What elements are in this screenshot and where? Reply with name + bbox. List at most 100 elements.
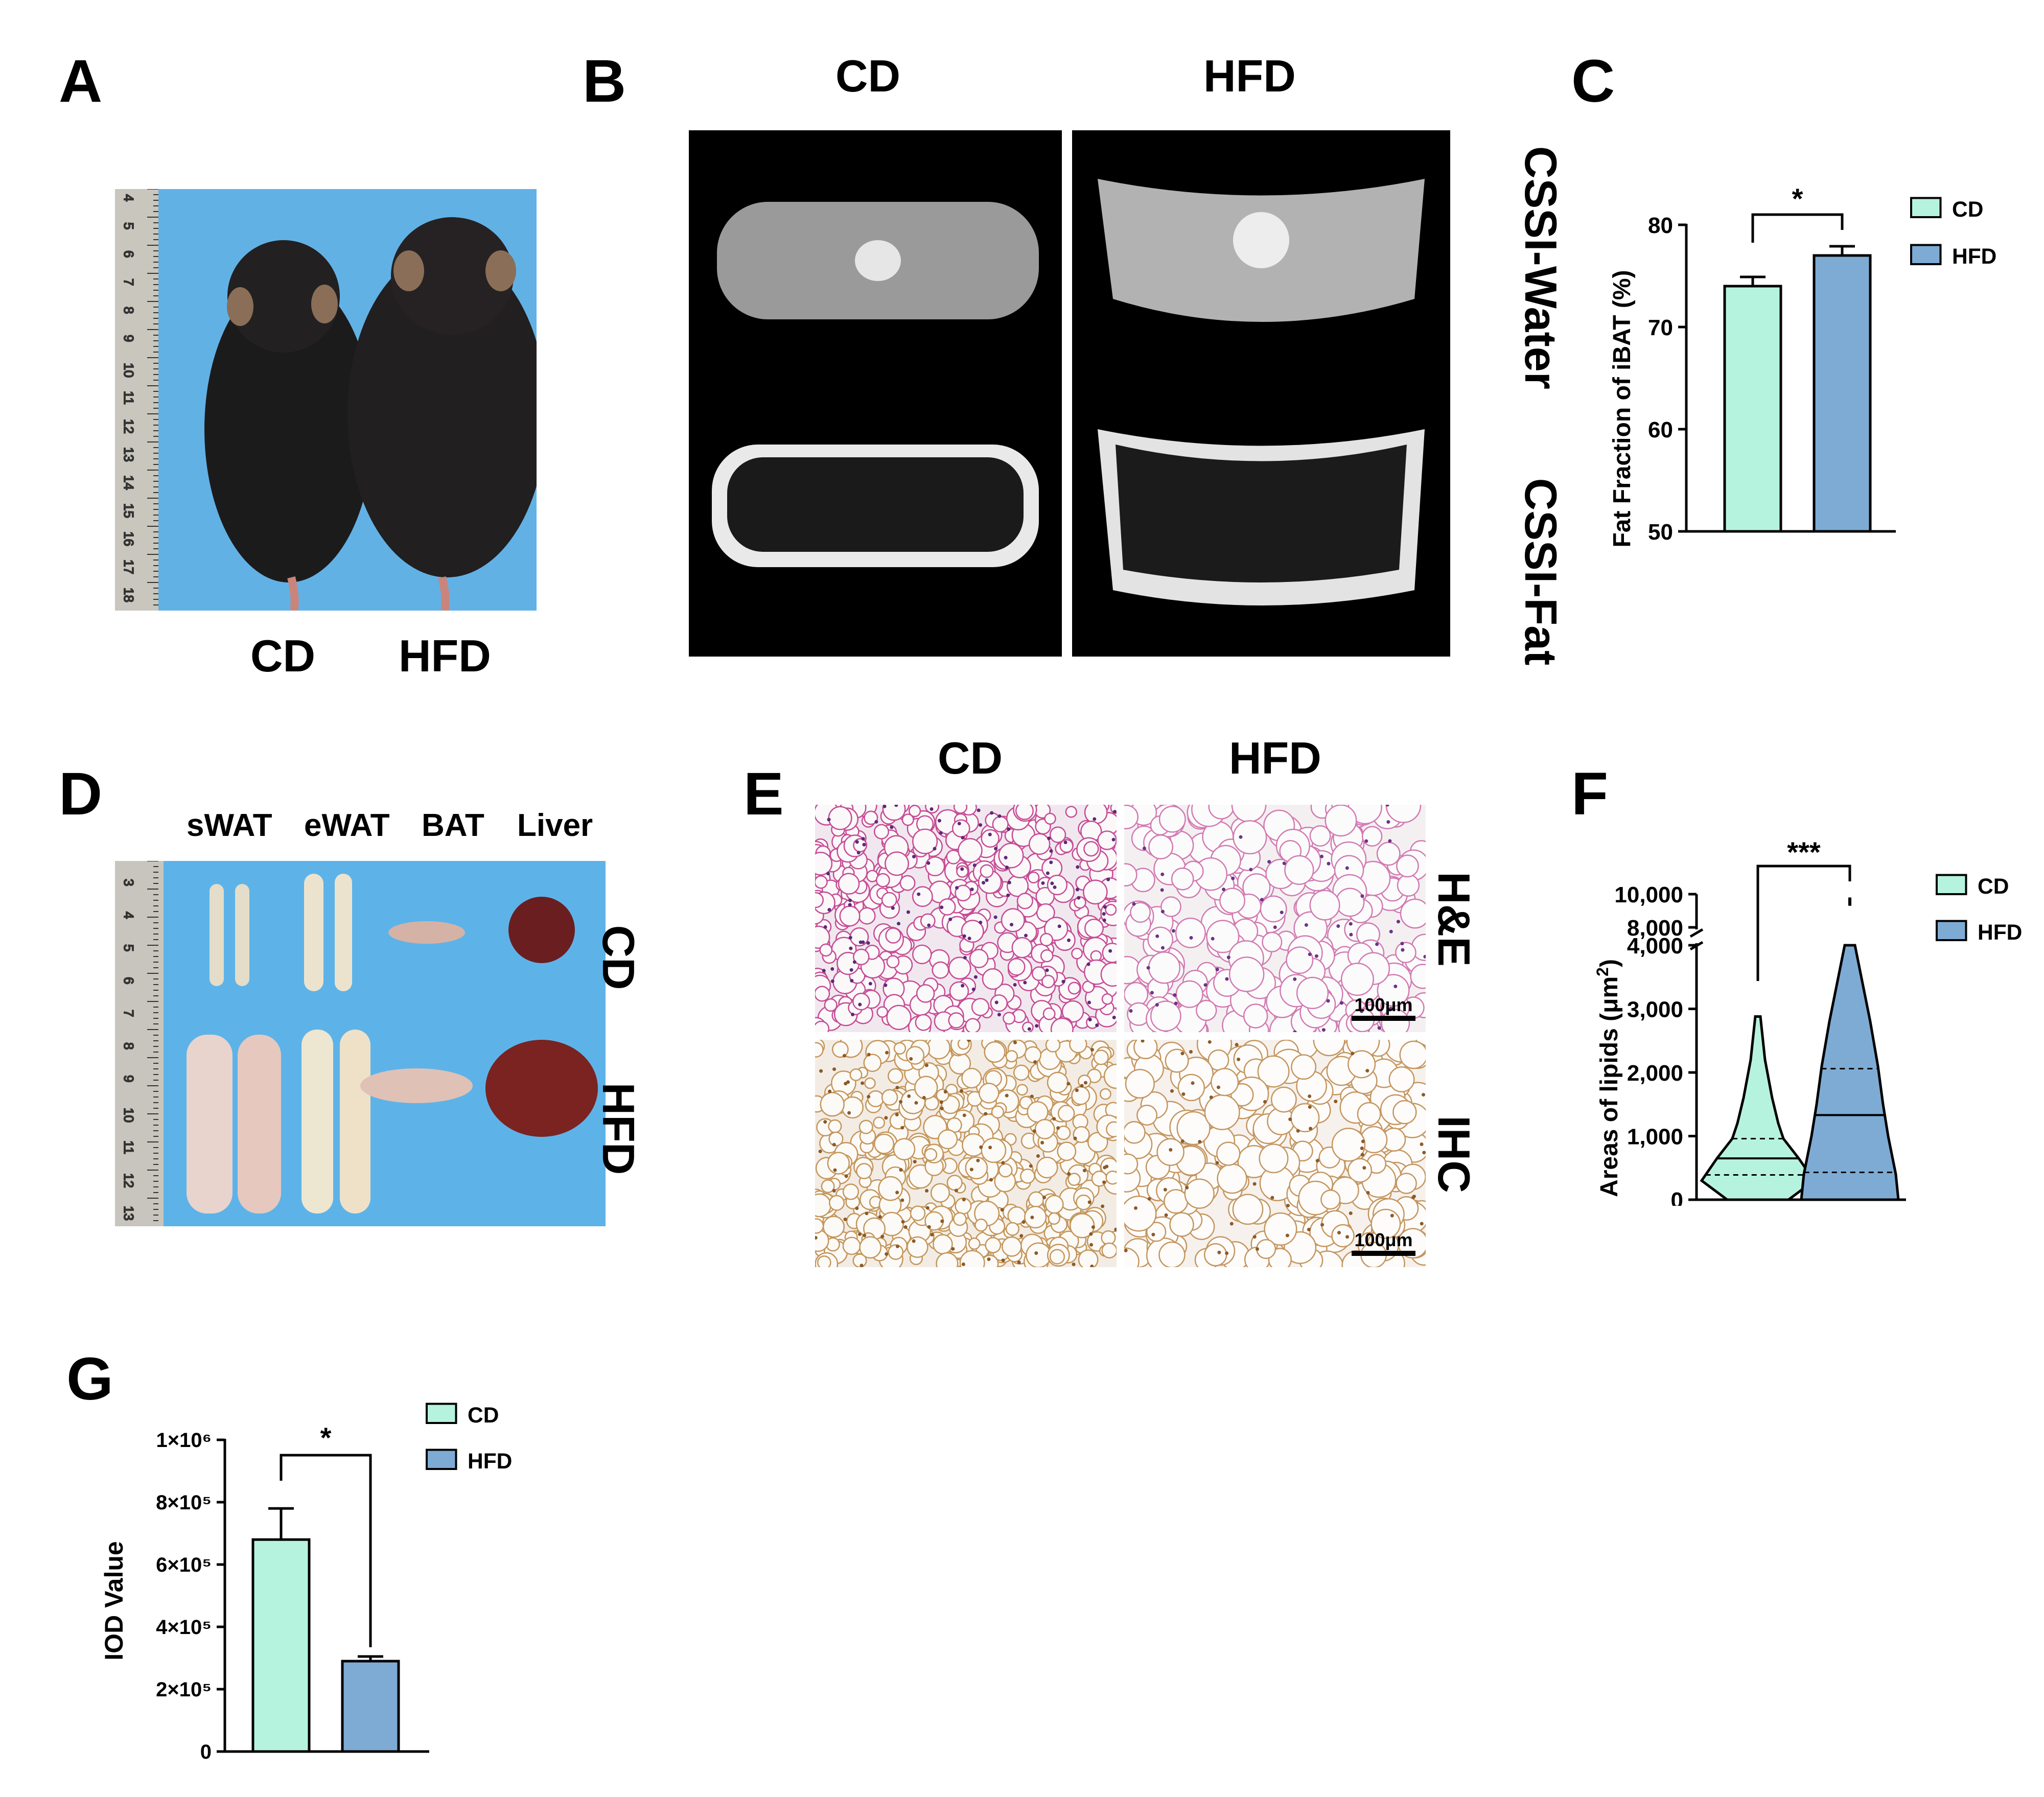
ruler-number-10: 10	[121, 1108, 136, 1123]
panel-letter-e: E	[744, 760, 784, 828]
legend-label-cd: CD	[1978, 875, 2009, 899]
ruler-number-17: 17	[121, 559, 136, 574]
y-axis-label: Fat Fraction of iBAT (%)	[1609, 270, 1636, 547]
ruler-number-7: 7	[121, 1010, 136, 1017]
significance-bracket	[280, 1454, 372, 1647]
ruler-number-13: 13	[121, 1206, 136, 1221]
significance-marker: *	[320, 1421, 332, 1454]
label-a-hfd: HFD	[399, 631, 491, 681]
ruler-number-8: 8	[121, 1042, 136, 1049]
ruler-number-10: 10	[121, 363, 136, 378]
ruler-number-16: 16	[121, 531, 136, 546]
legend-label-hfd: HFD	[1952, 245, 1996, 269]
mri-panel	[689, 130, 1450, 657]
y-axis-label: Areas of lipids (μm2)	[1593, 959, 1623, 1197]
label-b-fat: CSSI-Fat	[1516, 478, 1566, 666]
mice-photo: 4 5 6 7 8 9 10 11 12 13 14 15 16 17 18	[115, 189, 537, 611]
y-tick-label: 70	[1648, 315, 1673, 340]
label-d-ewat: eWAT	[304, 808, 390, 843]
panel-letter-a: A	[59, 48, 103, 115]
significance-bracket	[1751, 213, 1844, 243]
ruler-number-15: 15	[121, 503, 136, 518]
panel-letter-b: B	[583, 48, 626, 115]
panel-letter-d: D	[59, 760, 103, 828]
ruler-number-5: 5	[121, 222, 136, 229]
bar-cd	[251, 1538, 311, 1753]
y-tick-label: 8,000	[1627, 916, 1683, 941]
ruler-number-3: 3	[121, 879, 136, 886]
legend-swatch-hfd	[1936, 920, 1967, 941]
ruler-number-9: 9	[121, 335, 136, 342]
bar-hfd	[341, 1660, 400, 1753]
he-hfd-image: 100μm	[1124, 805, 1426, 1032]
bar-hfd	[1813, 254, 1872, 533]
label-b-cd: CD	[835, 51, 901, 101]
significance-bracket	[1756, 865, 1851, 981]
ruler-number-8: 8	[121, 307, 136, 314]
violin-hfd	[1800, 944, 1900, 1201]
legend-swatch-cd	[1936, 874, 1967, 895]
ruler-number-6: 6	[121, 977, 136, 984]
legend-swatch-cd	[426, 1403, 457, 1424]
ruler-number-4: 4	[121, 912, 136, 919]
legend-swatch-hfd	[426, 1449, 457, 1470]
ruler-number-6: 6	[121, 250, 136, 258]
label-d-liver: Liver	[517, 808, 593, 843]
legend-label-cd: CD	[468, 1404, 499, 1428]
label-e-hfd: HFD	[1229, 733, 1321, 783]
y-tick-label: 4×10⁵	[156, 1616, 212, 1639]
label-b-water: CSSI-Water	[1516, 146, 1566, 389]
y-tick-label: 3,000	[1627, 997, 1683, 1022]
y-tick-label: 60	[1648, 417, 1673, 442]
ruler-number-5: 5	[121, 944, 136, 951]
panel-letter-c: C	[1571, 48, 1615, 115]
y-tick-label: 2×10⁵	[156, 1678, 212, 1701]
legend-label-hfd: HFD	[468, 1450, 512, 1474]
scale-bar-he	[1352, 1016, 1415, 1021]
ruler-number-9: 9	[121, 1075, 136, 1082]
label-a-cd: CD	[250, 631, 316, 681]
y-tick-label: 0	[200, 1741, 212, 1763]
ruler-number-18: 18	[121, 588, 136, 602]
panel-letter-f: F	[1571, 760, 1609, 828]
label-e-ihc: IHC	[1429, 1115, 1479, 1193]
legend-swatch-cd	[1910, 197, 1942, 218]
ruler-number-4: 4	[121, 194, 136, 201]
y-tick-label: 1,000	[1627, 1125, 1683, 1150]
ruler-number-12: 12	[121, 1173, 136, 1188]
y-tick-label: 2,000	[1627, 1061, 1683, 1086]
y-tick-label: 50	[1648, 520, 1673, 545]
he-cd-image	[815, 805, 1117, 1032]
y-tick-label: 6×10⁵	[156, 1554, 212, 1576]
y-tick-label: 0	[1671, 1188, 1683, 1206]
legend-label-cd: CD	[1952, 198, 1983, 222]
bar-cd	[1723, 285, 1782, 533]
label-d-cd: CD	[593, 925, 644, 990]
ruler-number-12: 12	[121, 419, 136, 434]
y-tick-label: 1×10⁶	[156, 1429, 212, 1452]
ihc-hfd-image: 100μm	[1124, 1040, 1426, 1267]
tissues-photo: 3 4 5 6 7 8 9 10 11 12 13	[115, 861, 606, 1226]
scale-bar-ihc	[1352, 1251, 1415, 1256]
label-d-hfd: HFD	[593, 1082, 644, 1175]
violin-cd	[1700, 1015, 1816, 1201]
significance-marker: ***	[1787, 838, 1821, 868]
ruler-number-14: 14	[121, 475, 136, 490]
y-tick-label: 4,000	[1627, 933, 1683, 959]
significance-marker: *	[1792, 182, 1803, 215]
ruler-number-11: 11	[121, 1140, 136, 1154]
legend-swatch-hfd	[1910, 244, 1942, 265]
chart-g: 0 2×10⁵ 4×10⁵ 6×10⁵ 8×10⁵ 1×10⁶ IOD Value * CD HF…	[100, 1403, 512, 1763]
ruler-number-13: 13	[121, 447, 136, 462]
chart-c: 50 60 70 80 Fat Fraction of iBAT (%) * CD HFD	[1609, 182, 1996, 548]
panel-letter-g: G	[66, 1345, 113, 1413]
y-axis-label: IOD Value	[100, 1541, 128, 1660]
y-tick-label: 80	[1648, 213, 1673, 238]
y-tick-label: 8×10⁵	[156, 1491, 212, 1514]
axis-break	[1689, 928, 1704, 938]
label-d-swat: sWAT	[187, 808, 272, 843]
y-tick-label: 10,000	[1614, 882, 1683, 907]
ruler-number-7: 7	[121, 278, 136, 286]
ruler-number-11: 11	[121, 391, 136, 405]
